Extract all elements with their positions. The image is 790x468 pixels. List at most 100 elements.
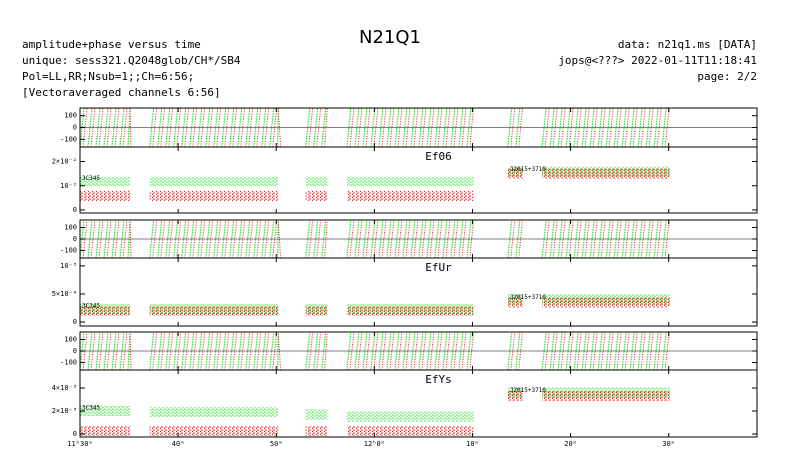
header-right: data: n21q1.ms [DATA]: [618, 38, 757, 51]
plot-area: [80, 220, 670, 258]
amplitude-band: [149, 190, 279, 201]
phase-wrap: [541, 332, 547, 370]
phase-wrap: [664, 108, 670, 147]
phase-wrap: [229, 332, 235, 370]
phase-wrap: [205, 220, 211, 258]
amplitude-band: [149, 176, 279, 187]
phase-wrap: [264, 108, 270, 147]
phase-wrap: [442, 108, 448, 147]
phase-wrap: [565, 108, 571, 147]
y-tick-label: 0: [73, 124, 77, 132]
phase-wrap: [394, 332, 400, 370]
phase-wrap: [421, 108, 427, 147]
phase-wrap: [605, 220, 611, 258]
phase-wrap: [469, 108, 474, 147]
phase-wrap: [189, 332, 195, 370]
phase-wrap: [197, 108, 203, 147]
phase-wrap: [597, 332, 603, 370]
source-label: J2015+3710: [510, 166, 547, 173]
phase-segment: [149, 108, 282, 147]
phase-wrap: [80, 220, 85, 258]
phase-wrap: [213, 108, 219, 147]
phase-wrap: [442, 332, 448, 370]
phase-wrap: [129, 108, 132, 147]
phase-wrap: [507, 108, 513, 147]
phase-wrap: [119, 332, 125, 370]
x-tick-label: 40ᵐ: [172, 440, 185, 448]
phase-wrap: [168, 108, 174, 147]
phase-wrap: [103, 332, 109, 370]
source-label: 3C345: [82, 303, 100, 310]
phase-wrap: [597, 108, 603, 147]
phase-wrap: [653, 332, 659, 370]
phase-wrap: [653, 108, 659, 147]
phase-wrap: [418, 220, 424, 258]
header-right: jops@<???> 2022-01-11T11:18:41: [558, 54, 757, 67]
y-tick-label: 0: [73, 347, 77, 355]
phase-wrap: [507, 332, 513, 370]
phase-wrap: [507, 220, 513, 258]
phase-wrap: [581, 332, 587, 370]
phase-wrap: [592, 108, 598, 147]
chart-title: N21Q1: [359, 27, 421, 48]
phase-segment: [305, 220, 328, 258]
amplitude-band: [346, 411, 474, 422]
phase-wrap: [429, 108, 435, 147]
phase-wrap: [305, 108, 311, 147]
phase-wrap: [541, 220, 547, 258]
phase-wrap: [445, 108, 451, 147]
phase-wrap: [149, 332, 155, 370]
phase-wrap: [173, 220, 179, 258]
phase-wrap: [458, 108, 464, 147]
phase-wrap: [645, 220, 651, 258]
phase-wrap: [149, 220, 155, 258]
phase-wrap: [221, 332, 227, 370]
panel-frame: [79, 369, 758, 438]
plot-area: [80, 108, 670, 147]
amplitude-band: [149, 305, 279, 316]
source-label: J2015+3710: [510, 387, 547, 394]
phase-wrap: [573, 108, 579, 147]
phase-wrap: [362, 108, 368, 147]
panel-label: Ef06: [425, 150, 452, 163]
y-tick-label: 100: [64, 223, 77, 231]
phase-wrap: [466, 108, 472, 147]
phase-wrap: [515, 108, 521, 147]
x-tick-label: 30ᵐ: [662, 440, 675, 448]
phase-wrap: [589, 220, 595, 258]
phase-wrap: [544, 108, 550, 147]
phase-wrap: [613, 332, 619, 370]
phase-wrap: [389, 108, 395, 147]
phase-wrap: [629, 220, 635, 258]
phase-wrap: [216, 108, 222, 147]
phase-wrap: [589, 108, 595, 147]
phase-wrap: [581, 220, 587, 258]
phase-wrap: [373, 108, 379, 147]
phase-wrap: [549, 220, 555, 258]
phase-wrap: [589, 332, 595, 370]
phase-wrap: [661, 220, 667, 258]
phase-wrap: [313, 220, 319, 258]
phase-wrap: [229, 108, 235, 147]
phase-wrap: [600, 108, 606, 147]
phase-wrap: [224, 108, 230, 147]
phase-wrap: [237, 332, 243, 370]
phase-wrap: [87, 332, 93, 370]
phase-wrap: [106, 108, 112, 147]
phase-wrap: [308, 108, 314, 147]
phase-wrap: [349, 108, 355, 147]
phase-wrap: [613, 220, 619, 258]
phase-wrap: [208, 108, 214, 147]
y-tick-label: 100: [64, 112, 77, 120]
phase-wrap: [573, 220, 579, 258]
panel-label: EfUr: [425, 261, 452, 274]
phase-wrap: [157, 220, 163, 258]
phase-wrap: [111, 108, 117, 147]
amplitude-band: [305, 176, 328, 187]
phase-wrap: [261, 108, 267, 147]
phase-wrap: [197, 220, 203, 258]
phase-wrap: [629, 332, 635, 370]
header-left: [Vectoraveraged channels 6:56]: [22, 86, 221, 99]
phase-wrap: [426, 332, 432, 370]
phase-wrap: [648, 108, 654, 147]
